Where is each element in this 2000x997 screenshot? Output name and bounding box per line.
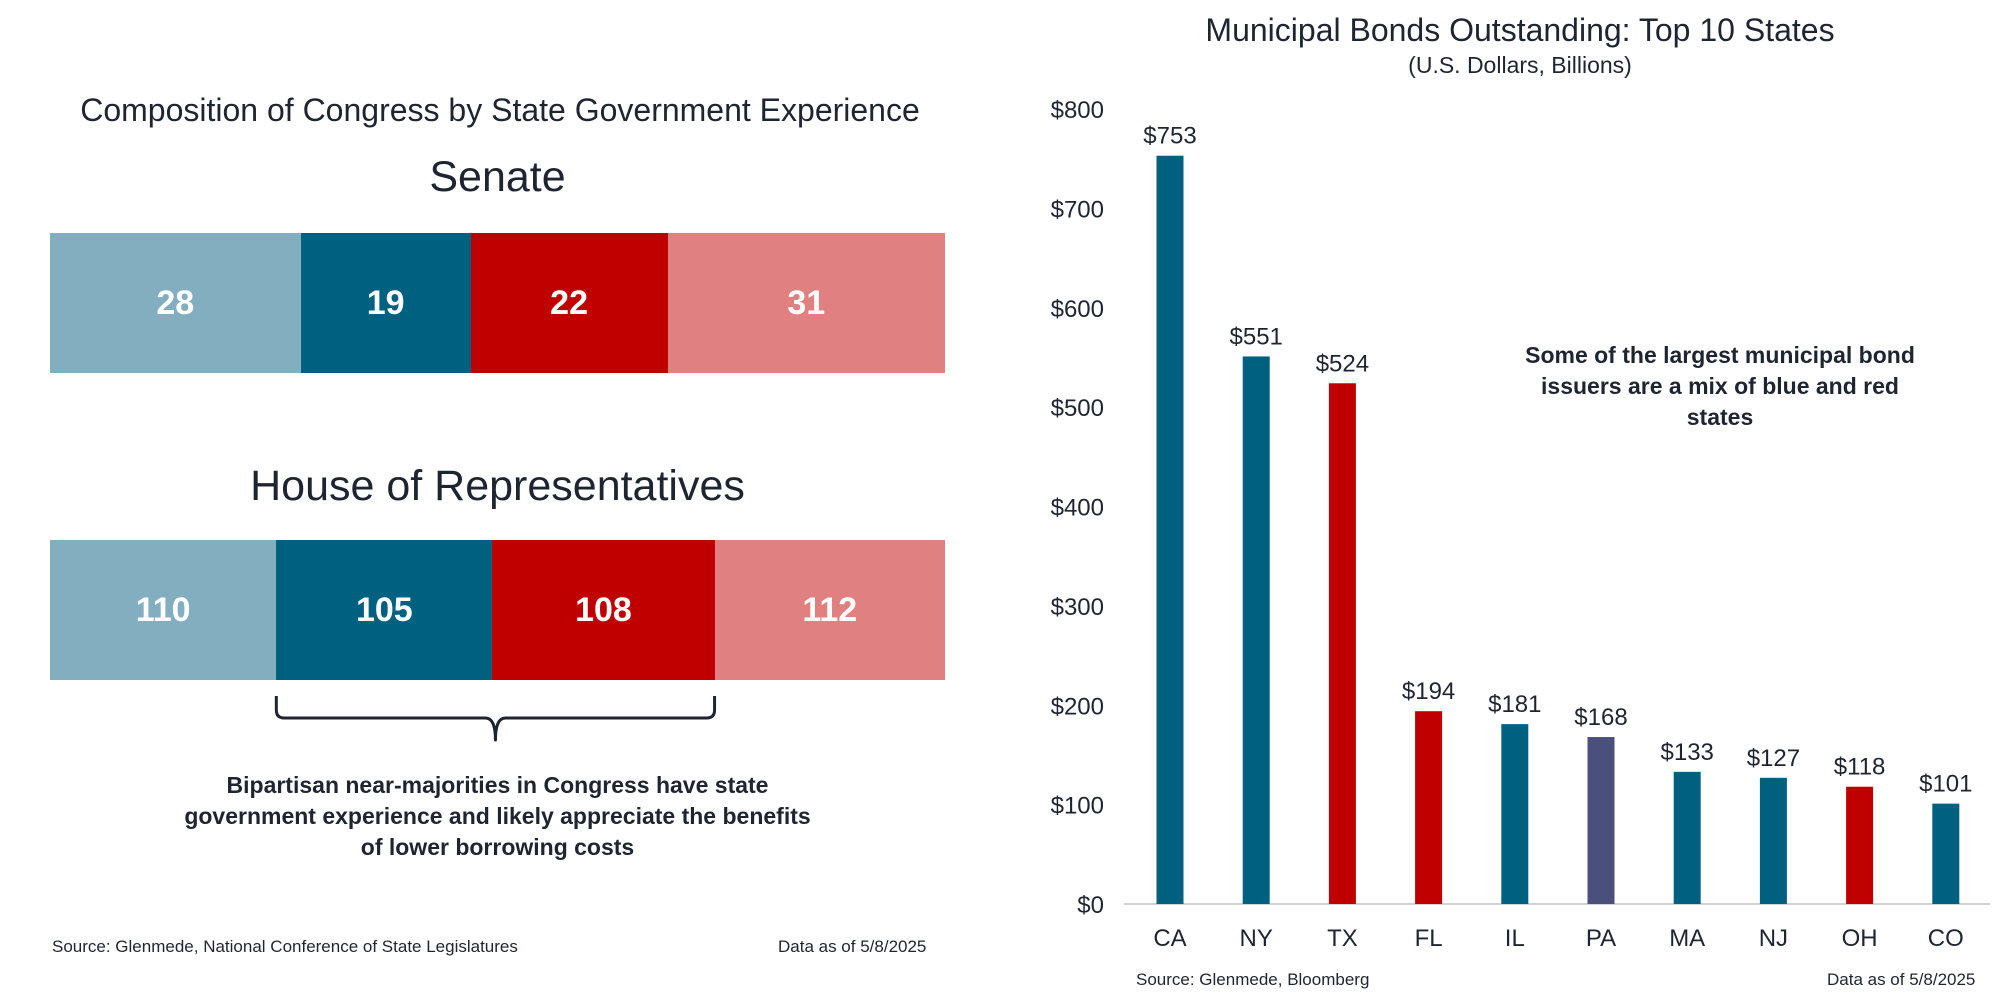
bar-il	[1501, 724, 1529, 904]
bond-bar-chart: $0 $100 $200 $300 $400 $500 $600 $700 $800 $753 CA…	[1051, 97, 1990, 952]
chart-annotation: Some of the largest municipal bond issue…	[1525, 342, 1915, 430]
bar-oh	[1846, 786, 1874, 904]
bar-value-label: $524	[1316, 350, 1369, 377]
x-tick-label: FL	[1415, 925, 1443, 952]
y-tick-label: $800	[1051, 97, 1104, 124]
house-segment: 110	[50, 540, 277, 680]
x-tick-label: CA	[1153, 925, 1186, 952]
bar-co	[1932, 803, 1960, 904]
y-tick-label: $0	[1077, 892, 1104, 919]
bar-ca	[1156, 155, 1184, 905]
y-tick-label: $700	[1051, 196, 1104, 223]
bar-fl	[1415, 711, 1443, 904]
x-tick-label: NY	[1240, 925, 1273, 952]
x-tick-label: TX	[1327, 925, 1358, 952]
source-right: Source: Glenmede, Bloomberg	[1136, 970, 1370, 989]
bar-nj	[1759, 777, 1787, 904]
bar-value-label: $101	[1919, 771, 1972, 798]
x-tick-label: MA	[1669, 925, 1705, 952]
x-tick-label: PA	[1586, 925, 1616, 952]
y-tick-label: $200	[1051, 693, 1104, 720]
bar-value-label: $194	[1402, 678, 1455, 705]
bar-value-label: $168	[1574, 704, 1627, 731]
y-tick-label: $600	[1051, 296, 1104, 323]
house-segment: 108	[492, 540, 715, 680]
brace-note: Bipartisan near-majorities in Congress h…	[184, 772, 811, 860]
source-left: Source: Glenmede, National Conference of…	[52, 937, 518, 956]
senate-segment: 31	[667, 233, 945, 373]
curly-brace	[274, 696, 717, 742]
house-segment: 112	[714, 540, 945, 680]
house-stacked-bar: 110 105 108 112	[50, 540, 945, 680]
house-segment: 105	[276, 540, 493, 680]
senate-stacked-bar: 28 19 22 31	[50, 233, 945, 373]
bar-value-label: $118	[1834, 754, 1886, 781]
y-tick-label: $500	[1051, 395, 1104, 422]
bar-ma	[1673, 771, 1701, 904]
bar-value-label: $127	[1747, 745, 1800, 772]
bracket-svg	[274, 696, 717, 742]
bar-value-label: $551	[1230, 323, 1283, 350]
house-title: House of Representatives	[250, 462, 745, 510]
y-tick-label: $400	[1051, 495, 1104, 522]
y-tick-label: $100	[1051, 793, 1104, 820]
as-of-right: Data as of 5/8/2025	[1827, 970, 1976, 989]
left-chart-title: Composition of Congress by State Governm…	[80, 92, 920, 128]
bar-tx	[1328, 383, 1356, 904]
bar-pa	[1587, 737, 1615, 904]
x-tick-label: NJ	[1759, 925, 1788, 952]
bar-ny	[1242, 356, 1270, 905]
senate-title: Senate	[429, 153, 566, 201]
x-tick-label: CO	[1928, 925, 1964, 952]
right-chart-subtitle: (U.S. Dollars, Billions)	[1408, 52, 1632, 78]
senate-segment: 22	[470, 233, 668, 373]
bar-value-label: $181	[1488, 691, 1541, 718]
right-chart-title: Municipal Bonds Outstanding: Top 10 Stat…	[1205, 12, 1835, 48]
x-tick-label: OH	[1842, 925, 1878, 952]
bar-value-label: $753	[1143, 123, 1196, 150]
as-of-left: Data as of 5/8/2025	[778, 937, 927, 956]
senate-segment: 28	[50, 233, 301, 373]
bar-value-label: $133	[1661, 739, 1714, 766]
y-tick-label: $300	[1051, 594, 1104, 621]
x-tick-label: IL	[1505, 925, 1525, 952]
senate-segment: 19	[300, 233, 471, 373]
